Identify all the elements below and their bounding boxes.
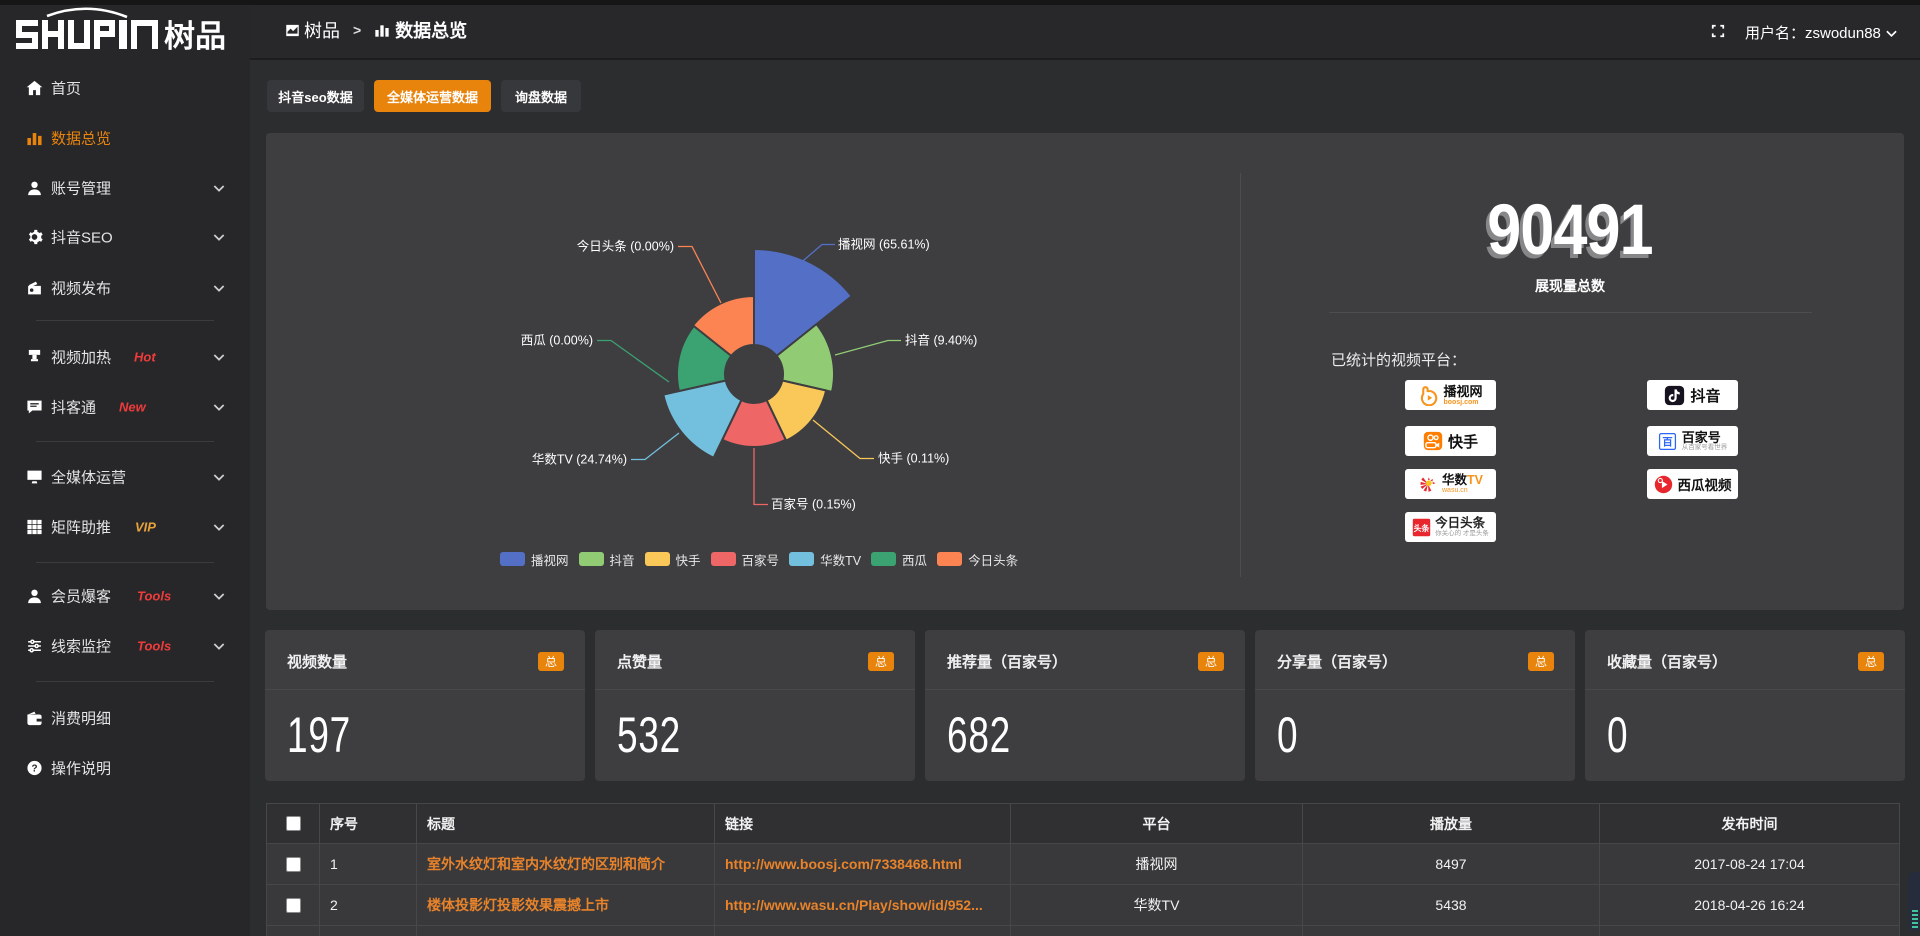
svg-text:华数TV (24.74%): 华数TV (24.74%) bbox=[532, 452, 627, 467]
svg-text:抖音 (9.40%): 抖音 (9.40%) bbox=[905, 333, 977, 348]
svg-text:百: 百 bbox=[1662, 436, 1672, 448]
svg-text:树品: 树品 bbox=[164, 19, 226, 54]
svg-text:今日头条 (0.00%): 今日头条 (0.00%) bbox=[577, 239, 674, 254]
svg-text:?: ? bbox=[31, 764, 37, 775]
svg-text:快手 (0.11%): 快手 (0.11%) bbox=[878, 452, 949, 466]
svg-text:百家号 (0.15%): 百家号 (0.15%) bbox=[771, 497, 856, 512]
svg-text:西瓜 (0.00%): 西瓜 (0.00%) bbox=[521, 334, 593, 348]
svg-text:头条: 头条 bbox=[1414, 523, 1430, 533]
svg-text:播视网 (65.61%): 播视网 (65.61%) bbox=[838, 237, 930, 252]
